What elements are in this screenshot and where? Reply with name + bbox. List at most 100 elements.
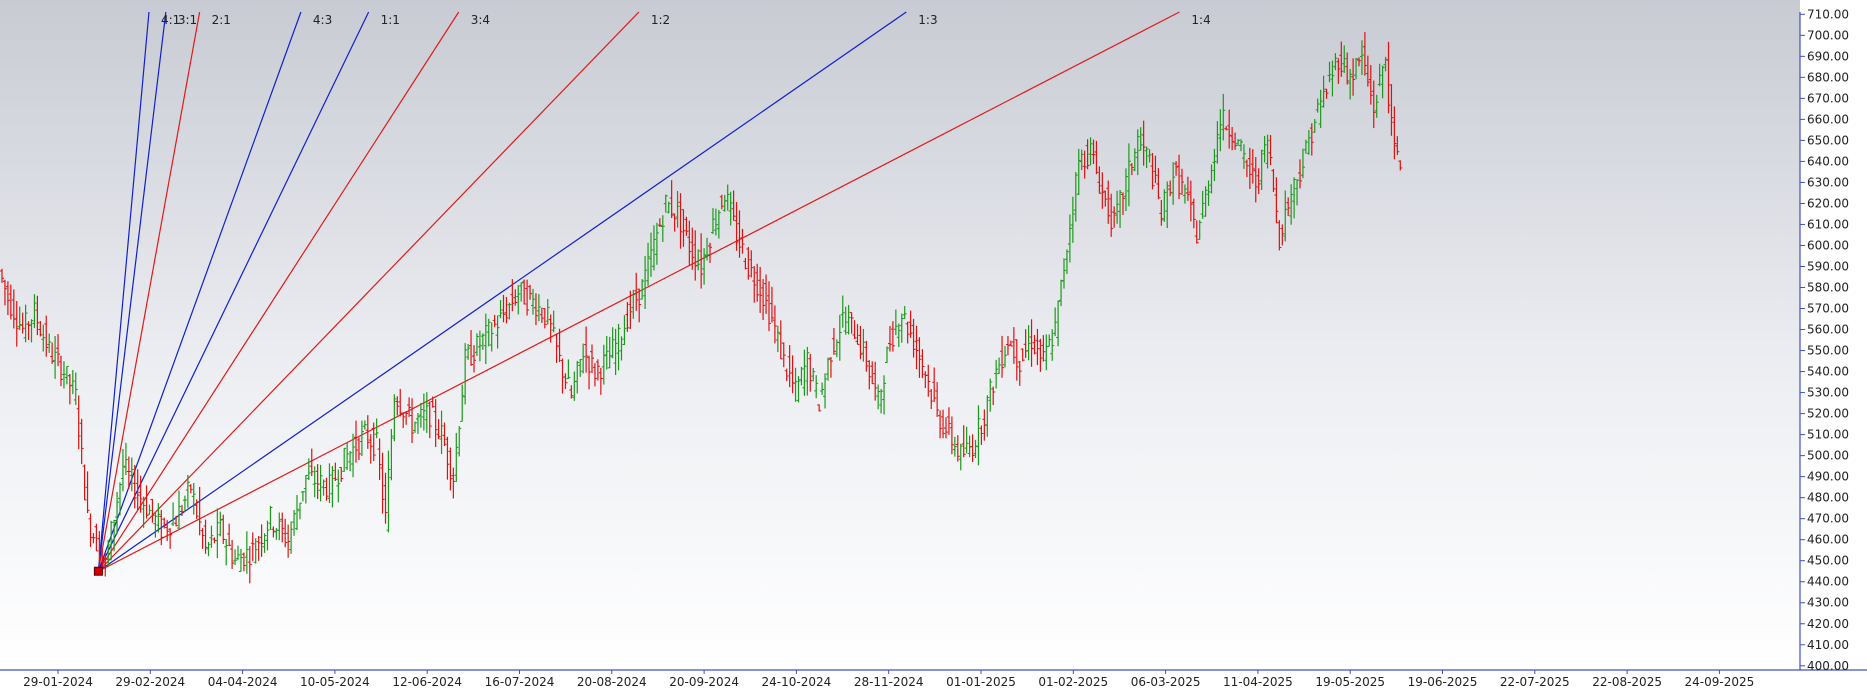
price-bar (380, 452, 385, 514)
price-bar (8, 284, 13, 320)
price-bar (536, 294, 541, 322)
price-bar (162, 517, 167, 529)
price-bar (755, 263, 760, 302)
price-bar (109, 520, 114, 561)
price-bar (592, 363, 597, 387)
price-bar (631, 289, 636, 319)
price-bar (545, 299, 550, 325)
price-bar (607, 336, 612, 369)
price-bar (982, 409, 987, 441)
price-bar (604, 336, 609, 370)
price-bar (548, 314, 553, 343)
price-bar (575, 360, 580, 394)
fan-label-4-1: 4:1 (161, 13, 180, 27)
price-bar (112, 519, 117, 552)
fan-origin-marker[interactable] (93, 566, 103, 576)
price-bar (1318, 89, 1323, 128)
price-bar (882, 375, 887, 415)
price-bar (454, 432, 459, 482)
price-bar (29, 319, 34, 343)
price-bar (929, 388, 934, 410)
price-bar (693, 230, 698, 281)
price-tick-label: 510.00 (1807, 428, 1849, 442)
price-bar (769, 286, 774, 323)
price-bar (1239, 139, 1243, 152)
price-bar (997, 357, 1002, 375)
price-bar (1188, 180, 1193, 222)
price-bar (174, 515, 179, 527)
price-bar (525, 279, 530, 316)
price-bar (73, 372, 78, 405)
price-bar (457, 426, 462, 457)
price-bar (463, 343, 468, 405)
price-bar (522, 279, 527, 305)
price-bar (1327, 61, 1332, 83)
price-bar (737, 210, 742, 258)
price-bar (442, 422, 447, 447)
price-bar (351, 433, 356, 478)
price-bar (265, 520, 270, 551)
price-bar (675, 190, 680, 228)
price-bar (1029, 319, 1034, 367)
price-bar (926, 364, 931, 397)
price-tick-label: 520.00 (1807, 407, 1849, 421)
price-bar (218, 511, 223, 537)
price-tick-label: 640.00 (1807, 154, 1849, 168)
price-bar (1309, 123, 1314, 156)
price-bar (616, 323, 621, 371)
price-bar (501, 294, 506, 323)
price-bar (368, 434, 373, 464)
price-bar (1351, 58, 1356, 96)
price-bar (1333, 53, 1338, 71)
price-bar (1091, 139, 1096, 164)
price-bar (566, 359, 571, 380)
price-bar (938, 410, 943, 439)
price-bar (23, 304, 28, 343)
date-axis-background (0, 670, 1867, 690)
price-bar (1000, 335, 1005, 378)
price-bar (513, 289, 518, 306)
price-bar (1100, 172, 1105, 209)
price-bar (315, 464, 320, 500)
price-bar (1014, 339, 1019, 381)
price-bar (318, 464, 323, 502)
date-tick-label: 22-08-2025 (1592, 675, 1662, 689)
price-bar (333, 462, 338, 482)
date-tick-label: 28-11-2024 (854, 675, 924, 689)
price-bar (805, 346, 810, 396)
price-bar (171, 502, 176, 526)
price-bar (708, 242, 712, 264)
price-bar (740, 228, 745, 254)
price-bar (377, 438, 382, 480)
price-bar (767, 281, 771, 332)
price-bar (1345, 52, 1350, 85)
price-bar (1038, 338, 1043, 372)
price-bar (1265, 134, 1270, 169)
price-bar (1088, 137, 1093, 166)
price-bar (979, 425, 984, 445)
price-bar (1386, 41, 1391, 114)
price-bar (1271, 168, 1276, 192)
price-bar (439, 410, 444, 455)
price-bar (309, 448, 314, 477)
price-bar (150, 498, 155, 523)
fan-label-1-4: 1:4 (1191, 13, 1210, 27)
price-bar (1392, 106, 1397, 160)
price-bar (831, 327, 836, 355)
price-bar (876, 384, 881, 410)
price-bar (657, 218, 662, 227)
price-bar (1064, 249, 1069, 275)
price-bar (1103, 190, 1108, 207)
price-bar (486, 318, 491, 347)
price-bar (256, 536, 261, 561)
price-tick-label: 560.00 (1807, 323, 1849, 337)
price-bar (1041, 335, 1046, 362)
price-bar (1312, 119, 1317, 133)
price-bar (1011, 327, 1016, 364)
price-bar (528, 284, 533, 300)
price-bar (1177, 154, 1182, 200)
price-bar (539, 307, 544, 323)
price-bar (507, 302, 512, 320)
price-bar (141, 496, 146, 528)
